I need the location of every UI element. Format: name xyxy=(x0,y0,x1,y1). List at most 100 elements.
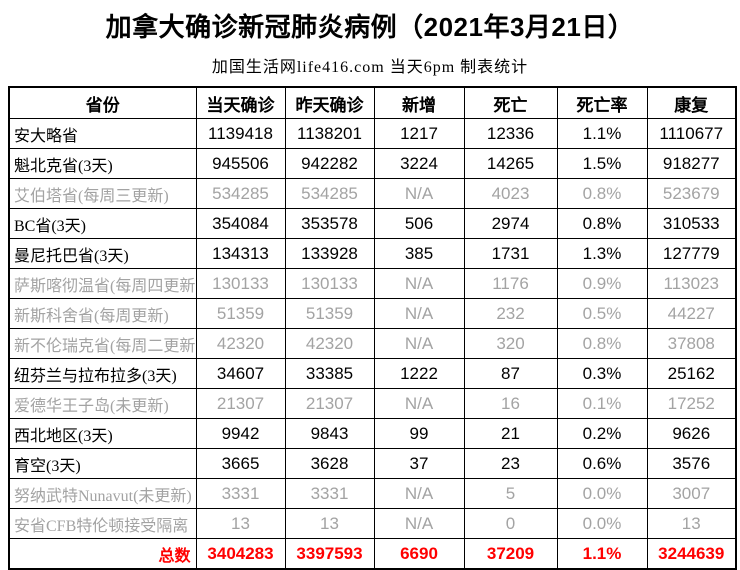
cell-today: 534285 xyxy=(195,178,286,209)
cell-recovered: 3007 xyxy=(646,478,737,509)
cell-death-rate: 0.5% xyxy=(556,298,648,329)
cell-death-rate: 0.1% xyxy=(556,388,648,419)
cell-deaths: 5 xyxy=(463,478,558,509)
cell-deaths: 16 xyxy=(463,388,558,419)
col-header-yesterday: 昨天确诊 xyxy=(284,86,375,119)
col-header-death-rate: 死亡率 xyxy=(556,86,648,119)
cell-new-cases: N/A xyxy=(373,268,465,299)
cell-deaths: 0 xyxy=(463,508,558,539)
cell-deaths: 14265 xyxy=(463,148,558,179)
cell-new-cases: 99 xyxy=(373,418,465,449)
cell-yesterday: 1138201 xyxy=(284,118,375,149)
col-header-today: 当天确诊 xyxy=(195,86,286,119)
cell-new-cases: N/A xyxy=(373,388,465,419)
table-row: 安省CFB特伦顿接受隔离 13 13 N/A 0 0.0% 13 xyxy=(8,508,737,539)
cell-yesterday: 3397593 xyxy=(284,538,375,570)
cell-death-rate: 0.8% xyxy=(556,208,648,239)
cell-today: 134313 xyxy=(195,238,286,269)
cell-new-cases: 3224 xyxy=(373,148,465,179)
cell-death-rate: 0.6% xyxy=(556,448,648,479)
cell-today: 3331 xyxy=(195,478,286,509)
cell-today: 3404283 xyxy=(195,538,286,570)
cell-deaths: 2974 xyxy=(463,208,558,239)
cell-province: 安省CFB特伦顿接受隔离 xyxy=(8,508,197,539)
cell-province: 新斯科舍省(每周更新) xyxy=(8,298,197,329)
cell-today: 130133 xyxy=(195,268,286,299)
cell-death-rate: 0.2% xyxy=(556,418,648,449)
cell-province: 艾伯塔省(每周三更新) xyxy=(8,178,197,209)
cell-yesterday: 942282 xyxy=(284,148,375,179)
cell-deaths: 21 xyxy=(463,418,558,449)
cell-recovered: 310533 xyxy=(646,208,737,239)
cell-deaths: 4023 xyxy=(463,178,558,209)
table-header-row: 省份 当天确诊 昨天确诊 新增 死亡 死亡率 康复 xyxy=(8,86,737,119)
cell-today: 945506 xyxy=(195,148,286,179)
table-row: 艾伯塔省(每周三更新) 534285 534285 N/A 4023 0.8% 523679 xyxy=(8,178,737,209)
cell-today: 3665 xyxy=(195,448,286,479)
cell-yesterday: 133928 xyxy=(284,238,375,269)
cell-new-cases: 37 xyxy=(373,448,465,479)
cell-new-cases: 385 xyxy=(373,238,465,269)
cell-yesterday: 21307 xyxy=(284,388,375,419)
cell-recovered: 17252 xyxy=(646,388,737,419)
cell-deaths: 1731 xyxy=(463,238,558,269)
table-row: 新不伦瑞克省(每周二更新) 42320 42320 N/A 320 0.8% 37808 xyxy=(8,328,737,359)
cell-deaths: 37209 xyxy=(463,538,558,570)
cell-yesterday: 353578 xyxy=(284,208,375,239)
cell-death-rate: 0.8% xyxy=(556,178,648,209)
cell-province: 新不伦瑞克省(每周二更新) xyxy=(8,328,197,359)
cell-province: 总数 xyxy=(8,538,197,570)
cell-recovered: 523679 xyxy=(646,178,737,209)
cell-yesterday: 3331 xyxy=(284,478,375,509)
table-row: 西北地区(3天) 9942 9843 99 21 0.2% 9626 xyxy=(8,418,737,449)
cell-province: 魁北克省(3天) xyxy=(8,148,197,179)
cell-province: BC省(3天) xyxy=(8,208,197,239)
cell-recovered: 1110677 xyxy=(646,118,737,149)
cell-today: 51359 xyxy=(195,298,286,329)
table-row: 爱德华王子岛(未更新) 21307 21307 N/A 16 0.1% 17252 xyxy=(8,388,737,419)
col-header-province: 省份 xyxy=(8,86,197,119)
cell-yesterday: 33385 xyxy=(284,358,375,389)
cell-today: 1139418 xyxy=(195,118,286,149)
cell-recovered: 25162 xyxy=(646,358,737,389)
cell-yesterday: 51359 xyxy=(284,298,375,329)
table-row: 曼尼托巴省(3天) 134313 133928 385 1731 1.3% 127779 xyxy=(8,238,737,269)
cell-death-rate: 0.0% xyxy=(556,508,648,539)
cell-today: 354084 xyxy=(195,208,286,239)
cell-province: 纽芬兰与拉布拉多(3天) xyxy=(8,358,197,389)
cell-province: 西北地区(3天) xyxy=(8,418,197,449)
cell-death-rate: 1.5% xyxy=(556,148,648,179)
cell-recovered: 44227 xyxy=(646,298,737,329)
cell-today: 9942 xyxy=(195,418,286,449)
cell-new-cases: N/A xyxy=(373,328,465,359)
cell-province: 安大略省 xyxy=(8,118,197,149)
table-row: 安大略省 1139418 1138201 1217 12336 1.1% 1110677 xyxy=(8,118,737,149)
cell-yesterday: 9843 xyxy=(284,418,375,449)
cell-recovered: 9626 xyxy=(646,418,737,449)
cell-death-rate: 1.1% xyxy=(556,538,648,570)
table-body: 安大略省 1139418 1138201 1217 12336 1.1% 1110677 魁北… xyxy=(8,118,737,570)
cell-death-rate: 1.1% xyxy=(556,118,648,149)
cell-new-cases: N/A xyxy=(373,298,465,329)
cell-province: 曼尼托巴省(3天) xyxy=(8,238,197,269)
table-row: 萨斯喀彻温省(每周四更新) 130133 130133 N/A 1176 0.9% 1130… xyxy=(8,268,737,299)
cell-recovered: 3576 xyxy=(646,448,737,479)
cell-yesterday: 3628 xyxy=(284,448,375,479)
page-subtitle: 加国生活网life416.com 当天6pm 制表统计 xyxy=(211,59,529,76)
cell-new-cases: N/A xyxy=(373,178,465,209)
cell-new-cases: N/A xyxy=(373,478,465,509)
cell-new-cases: 6690 xyxy=(373,538,465,570)
cell-deaths: 87 xyxy=(463,358,558,389)
cell-province: 育空(3天) xyxy=(8,448,197,479)
col-header-deaths: 死亡 xyxy=(463,86,558,119)
table-row: 育空(3天) 3665 3628 37 23 0.6% 3576 xyxy=(8,448,737,479)
cell-new-cases: 1222 xyxy=(373,358,465,389)
cell-yesterday: 130133 xyxy=(284,268,375,299)
cell-today: 42320 xyxy=(195,328,286,359)
table-row: 新斯科舍省(每周更新) 51359 51359 N/A 232 0.5% 44227 xyxy=(8,298,737,329)
cell-recovered: 918277 xyxy=(646,148,737,179)
cell-yesterday: 13 xyxy=(284,508,375,539)
cell-recovered: 113023 xyxy=(646,268,737,299)
cell-new-cases: 1217 xyxy=(373,118,465,149)
cell-deaths: 12336 xyxy=(463,118,558,149)
